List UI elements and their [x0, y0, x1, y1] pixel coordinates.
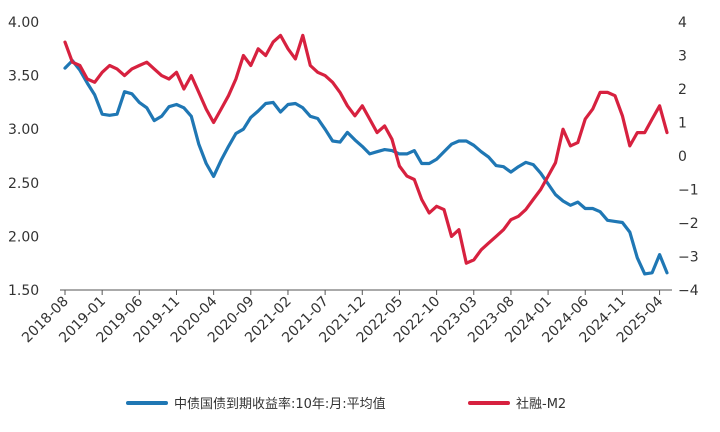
left-axis-tick-label: 3.50 — [8, 69, 39, 85]
right-axis-ticks: 4 3 2 1 0 −1 −2 −3 −4 — [678, 15, 699, 299]
x-axis-ticks — [64, 290, 661, 295]
left-axis-tick-label: 1.50 — [8, 283, 39, 299]
legend: 中债国债到期收益率:10年:月:平均值 社融-M2 — [126, 396, 566, 412]
series-lines — [63, 33, 669, 276]
series-line-2 — [63, 33, 669, 265]
left-axis-tick-label: 2.00 — [8, 229, 39, 245]
right-axis-tick-label: 3 — [678, 49, 687, 65]
right-axis-tick-label: −4 — [678, 283, 699, 299]
left-axis-ticks: 4.00 3.50 3.00 2.50 2.00 1.50 — [8, 15, 39, 299]
right-axis-tick-label: 2 — [678, 82, 687, 98]
x-axis-labels: 2018-082019-012019-062019-112020-042020-… — [19, 293, 666, 346]
legend-label-2: 社融-M2 — [516, 396, 566, 412]
legend-label-1: 中债国债到期收益率:10年:月:平均值 — [174, 396, 386, 412]
right-axis-tick-label: 1 — [678, 116, 687, 132]
right-axis-tick-label: 0 — [678, 149, 687, 165]
left-axis-tick-label: 4.00 — [8, 15, 39, 31]
left-axis-tick-label: 3.00 — [8, 122, 39, 138]
right-axis-tick-label: −1 — [678, 183, 699, 199]
right-axis-tick-label: 4 — [678, 15, 687, 31]
right-axis-tick-label: −3 — [678, 250, 699, 266]
series-line-1 — [63, 58, 669, 276]
left-axis-tick-label: 2.50 — [8, 176, 39, 192]
right-axis-tick-label: −2 — [678, 216, 699, 232]
